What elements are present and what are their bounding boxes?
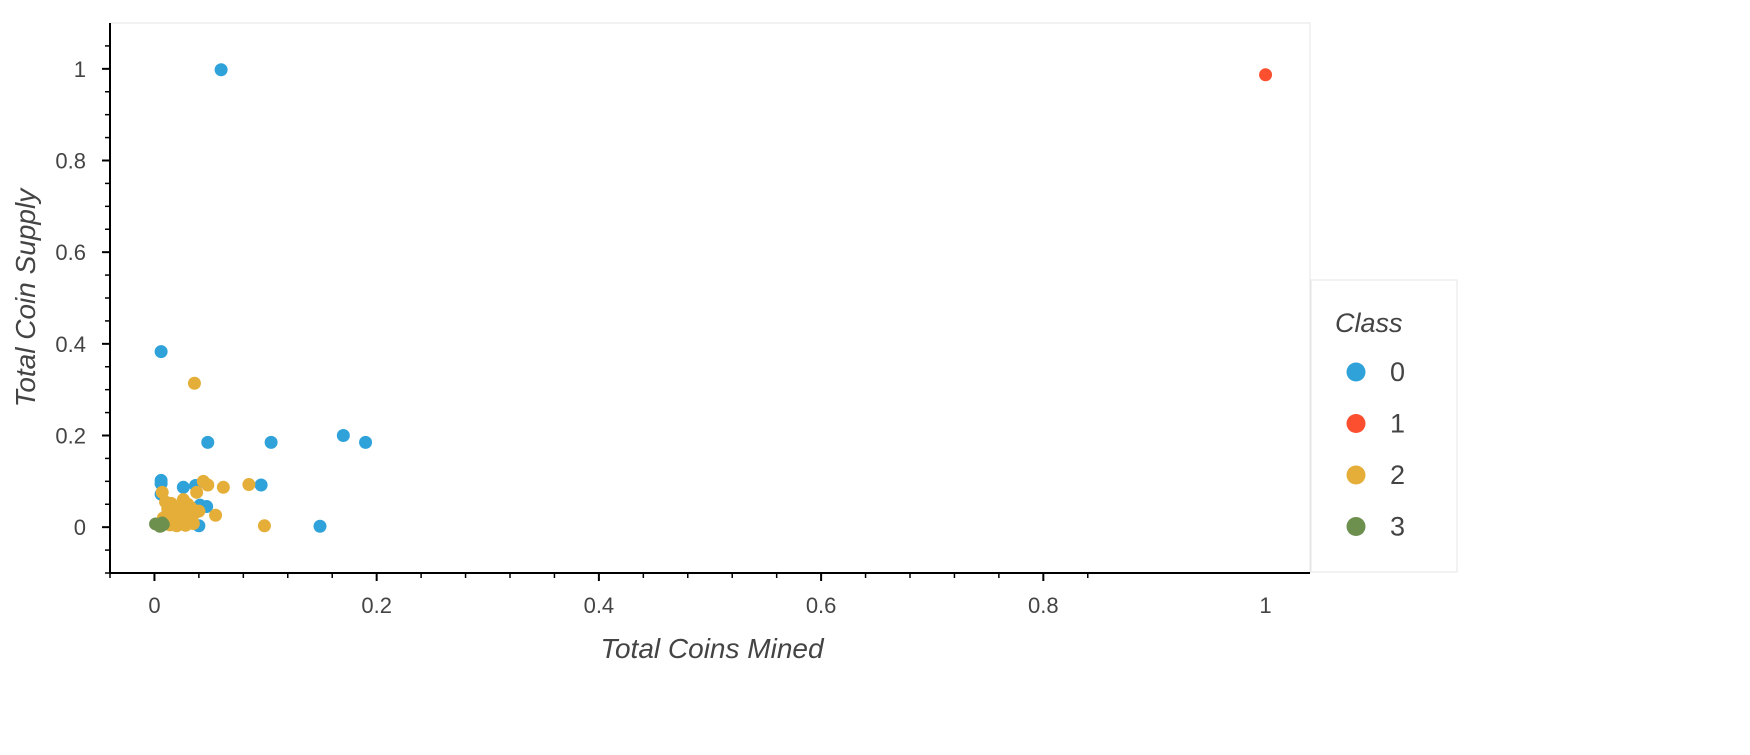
scatter-point-class-0 <box>201 435 215 449</box>
y-tick-label: 1 <box>74 57 86 82</box>
x-tick-label: 0 <box>148 593 160 618</box>
x-axis: 0 0.2 0.4 0.6 0.8 1 <box>109 572 1310 618</box>
y-tick-label: 0 <box>74 515 86 540</box>
legend-label-2: 2 <box>1390 460 1405 490</box>
scatter-point-class-2 <box>216 480 230 494</box>
x-tick-label: 0.8 <box>1028 593 1059 618</box>
legend-label-3: 3 <box>1390 512 1405 542</box>
legend-marker-3 <box>1346 517 1366 536</box>
y-tick-label: 0.2 <box>55 424 86 449</box>
plot-frame <box>109 22 1311 574</box>
x-axis-label: Total Coins Mined <box>600 633 825 664</box>
scatter-point-class-2 <box>242 478 256 492</box>
y-tick-label: 0.8 <box>55 149 86 174</box>
x-tick-label: 0.6 <box>806 593 837 618</box>
scatter-point-class-0 <box>154 345 168 359</box>
scatter-point-class-2 <box>176 493 190 507</box>
legend-marker-2 <box>1346 465 1366 485</box>
legend-label-0: 0 <box>1390 357 1405 387</box>
scatter-point-class-2 <box>192 504 206 518</box>
x-tick-label: 0.2 <box>361 593 392 618</box>
scatter-point-class-0 <box>214 63 228 77</box>
scatter-point-class-2 <box>201 478 215 492</box>
legend-title: Class <box>1335 308 1403 338</box>
scatter-point-class-0 <box>176 480 190 494</box>
scatter-point-class-2 <box>187 376 201 390</box>
scatter-point-class-2 <box>257 519 271 533</box>
scatter-point-class-2 <box>159 495 173 509</box>
scatter-point-class-0 <box>254 478 268 492</box>
scatter-point-class-3 <box>153 519 167 533</box>
scatter-point-class-0 <box>313 519 327 533</box>
legend-label-1: 1 <box>1390 409 1405 439</box>
legend-items: 0 1 2 3 <box>1346 357 1405 542</box>
scatter-point-class-0 <box>264 435 278 449</box>
legend-marker-1 <box>1346 414 1366 433</box>
y-tick-label: 0.4 <box>55 332 86 357</box>
scatter-point-class-2 <box>183 515 197 529</box>
y-axis: 0 0.2 0.4 0.6 0.8 1 <box>55 23 111 574</box>
scatter-point-class-1 <box>1259 68 1273 82</box>
legend-box <box>1310 279 1458 573</box>
scatter-point-class-2 <box>209 508 223 522</box>
scatter-point-class-0 <box>336 429 350 442</box>
scatter-point-class-2 <box>190 485 204 499</box>
data-points <box>149 63 1273 533</box>
legend-marker-0 <box>1346 362 1366 382</box>
legend: Class 0 1 2 3 <box>1310 279 1458 573</box>
y-tick-label: 0.6 <box>55 240 86 265</box>
scatter-point-class-0 <box>359 435 373 449</box>
x-tick-label: 0.4 <box>584 593 615 618</box>
x-tick-label: 1 <box>1259 593 1271 618</box>
y-axis-label: Total Coin Supply <box>10 187 41 407</box>
